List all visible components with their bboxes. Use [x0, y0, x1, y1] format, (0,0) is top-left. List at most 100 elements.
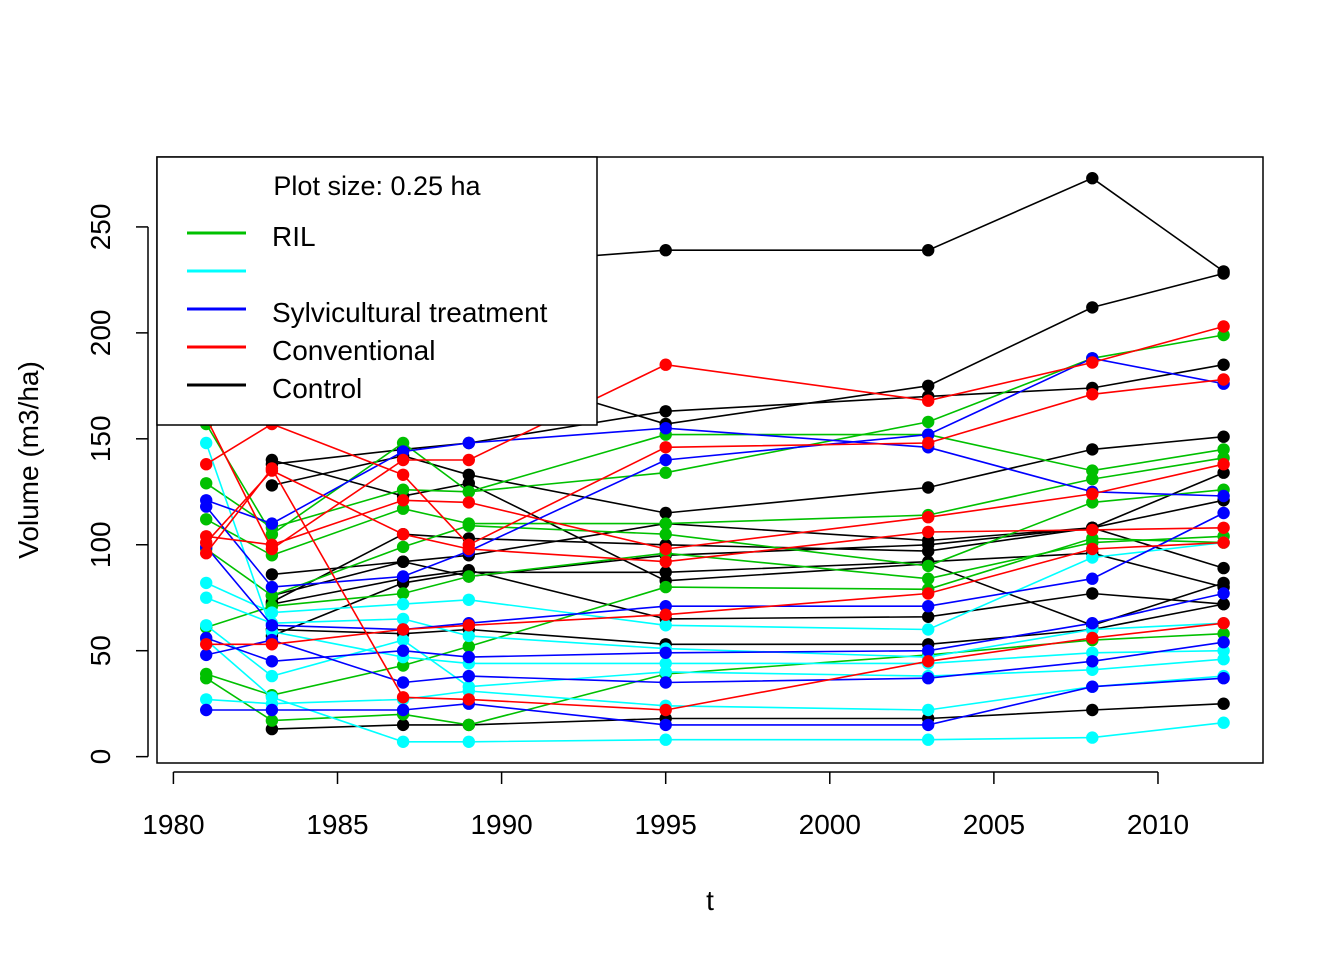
data-point	[200, 536, 213, 549]
data-point	[922, 655, 935, 668]
data-point	[1217, 697, 1230, 710]
data-point	[922, 587, 935, 600]
legend-label-control: Control	[272, 373, 362, 404]
series-16-line	[205, 535, 1224, 629]
data-point	[462, 485, 475, 498]
data-point	[659, 646, 672, 659]
data-point	[659, 405, 672, 418]
data-point	[1086, 631, 1099, 645]
data-point	[1217, 267, 1230, 280]
series-12-line	[205, 423, 1224, 536]
data-point	[200, 672, 213, 685]
data-point	[265, 479, 279, 492]
data-point	[396, 633, 410, 647]
axes-layer: 1980 1985 1990 1995 2000 2005 2010 0 50 100 150 200…	[85, 204, 1189, 840]
data-point	[396, 453, 410, 467]
series-36-line	[205, 467, 1224, 711]
data-point	[1217, 443, 1230, 456]
data-point	[265, 589, 279, 602]
data-point	[1086, 301, 1099, 314]
data-point	[396, 644, 410, 657]
data-point	[1086, 464, 1099, 477]
data-point	[462, 619, 475, 632]
data-point	[396, 718, 410, 732]
data-point	[1086, 663, 1099, 676]
data-point	[1217, 458, 1230, 471]
data-point	[1217, 561, 1230, 575]
data-point	[1086, 487, 1099, 501]
data-point	[922, 436, 935, 450]
data-point	[659, 718, 672, 732]
data-point	[1217, 587, 1230, 600]
data-point	[462, 496, 475, 509]
data-point	[1217, 653, 1230, 666]
data-point	[659, 676, 672, 689]
data-point	[659, 466, 672, 479]
series-14	[200, 451, 1230, 562]
data-point	[265, 606, 279, 619]
series-24-line	[205, 639, 1224, 743]
data-point	[1217, 320, 1230, 333]
series-layer	[200, 172, 1230, 748]
data-point	[1217, 672, 1230, 685]
data-point	[922, 644, 935, 657]
data-point	[265, 638, 279, 651]
data-point	[200, 619, 213, 632]
y-tick-label: 200	[85, 310, 116, 357]
data-point	[200, 576, 213, 590]
series-10-line	[271, 603, 1224, 646]
x-tick-label: 2000	[799, 809, 861, 840]
data-point	[659, 517, 672, 530]
data-point	[462, 593, 475, 606]
x-tick-label: 1990	[470, 809, 532, 840]
data-point	[1086, 542, 1099, 556]
series-35-line	[206, 541, 1224, 646]
data-point	[200, 436, 213, 450]
series-15-line	[205, 488, 1224, 597]
data-point	[265, 703, 279, 717]
data-point	[922, 672, 935, 685]
data-point	[265, 655, 279, 668]
data-point	[1086, 572, 1099, 585]
series-36	[200, 462, 1230, 717]
data-point	[1086, 587, 1099, 600]
series-26-line	[205, 357, 1224, 588]
data-point	[659, 555, 672, 568]
data-point	[1086, 472, 1099, 486]
data-point	[265, 538, 279, 551]
data-point	[659, 542, 672, 556]
data-point	[200, 648, 213, 662]
data-point	[1086, 655, 1099, 668]
x-tick-label: 1995	[635, 809, 697, 840]
data-point	[462, 693, 475, 706]
data-point	[396, 436, 410, 450]
data-point	[396, 691, 410, 704]
data-point	[200, 703, 213, 717]
data-point	[396, 597, 410, 611]
data-point	[396, 528, 410, 541]
data-point	[462, 519, 475, 532]
data-point	[922, 600, 935, 613]
data-point	[1217, 536, 1230, 549]
data-point	[396, 445, 410, 458]
data-point	[462, 640, 475, 653]
data-point	[1086, 443, 1099, 456]
x-tick-label: 2005	[963, 809, 1025, 840]
data-point	[1086, 731, 1099, 744]
data-point	[200, 547, 213, 560]
data-point	[1217, 328, 1230, 342]
data-point	[1086, 646, 1099, 659]
data-point	[1086, 680, 1099, 693]
data-point	[462, 570, 475, 583]
data-point	[396, 540, 410, 554]
x-tick-label: 1980	[142, 809, 204, 840]
data-point	[659, 608, 672, 621]
data-point	[1217, 373, 1230, 386]
data-point	[659, 528, 672, 541]
series-15	[200, 483, 1230, 602]
series-32-line	[205, 378, 1224, 546]
data-point	[659, 453, 672, 467]
data-point	[659, 441, 672, 454]
data-point	[922, 481, 935, 494]
